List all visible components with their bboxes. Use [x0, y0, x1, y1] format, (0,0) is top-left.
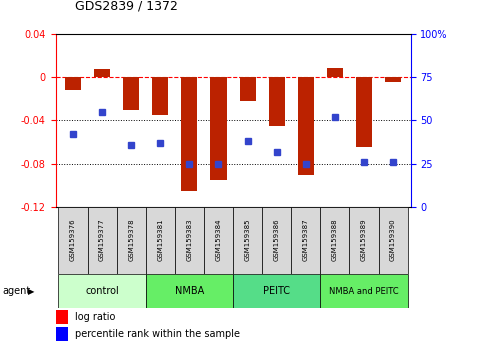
Bar [349, 207, 379, 274]
Text: GSM159377: GSM159377 [99, 218, 105, 261]
Text: GSM159387: GSM159387 [303, 218, 309, 261]
Text: control: control [85, 286, 119, 296]
Bar [87, 207, 117, 274]
Bar [117, 207, 146, 274]
Text: ▶: ▶ [28, 287, 34, 296]
Bar [94, 69, 110, 77]
Bar [58, 207, 87, 274]
Bar [262, 207, 291, 274]
Text: GSM159384: GSM159384 [215, 218, 222, 261]
Bar [233, 274, 320, 308]
Text: GSM159376: GSM159376 [70, 218, 76, 261]
Text: GSM159381: GSM159381 [157, 218, 163, 261]
Bar [298, 77, 314, 175]
Text: GSM159378: GSM159378 [128, 218, 134, 261]
Bar [320, 274, 408, 308]
Bar [56, 327, 68, 341]
Text: NMBA and PEITC: NMBA and PEITC [329, 287, 399, 296]
Bar [146, 207, 175, 274]
Text: GSM159385: GSM159385 [244, 218, 251, 261]
Bar [385, 77, 401, 82]
Text: NMBA: NMBA [175, 286, 204, 296]
Text: PEITC: PEITC [263, 286, 290, 296]
Bar [240, 77, 256, 101]
Bar [356, 77, 372, 148]
Text: percentile rank within the sample: percentile rank within the sample [75, 329, 240, 339]
Text: GSM159390: GSM159390 [390, 218, 396, 261]
Bar [379, 207, 408, 274]
Bar [146, 274, 233, 308]
Text: GSM159388: GSM159388 [332, 218, 338, 261]
Bar [123, 77, 139, 109]
Bar [211, 77, 227, 180]
Text: GSM159383: GSM159383 [186, 218, 192, 261]
Bar [56, 310, 68, 324]
Bar [204, 207, 233, 274]
Bar [320, 207, 349, 274]
Text: GSM159386: GSM159386 [274, 218, 280, 261]
Bar [269, 77, 284, 126]
Text: GSM159389: GSM159389 [361, 218, 367, 261]
Bar [175, 207, 204, 274]
Text: log ratio: log ratio [75, 312, 115, 322]
Text: GDS2839 / 1372: GDS2839 / 1372 [75, 0, 178, 12]
Bar [152, 77, 168, 115]
Text: agent: agent [2, 286, 30, 296]
Bar [327, 68, 343, 77]
Bar [58, 274, 146, 308]
Bar [291, 207, 320, 274]
Bar [182, 77, 198, 191]
Bar [65, 77, 81, 90]
Bar [233, 207, 262, 274]
